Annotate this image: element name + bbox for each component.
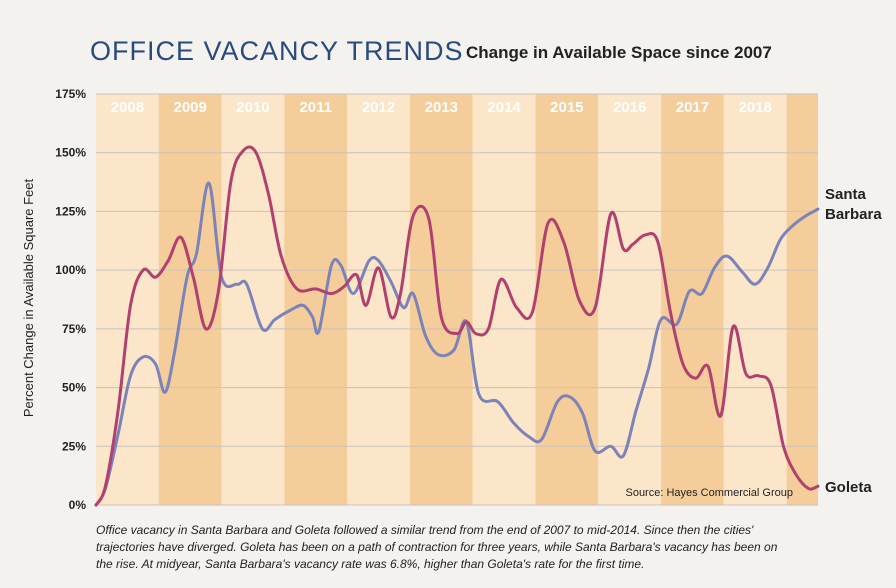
year-band — [535, 94, 599, 505]
year-label: 2015 — [550, 99, 583, 116]
chart-subtitle: Change in Available Space since 2007 — [466, 43, 772, 62]
year-bands — [96, 94, 818, 505]
year-label: 2010 — [236, 99, 269, 116]
year-label: 2011 — [299, 99, 332, 116]
year-band — [158, 94, 222, 505]
y-tick-label: 100% — [55, 263, 86, 277]
santa-barbara-line — [94, 181, 820, 507]
year-label: 2017 — [676, 99, 709, 116]
vacancy-line-chart: 0% 25% 50% 75% 100% 125% 150% 175% 2008 2009 2010… — [21, 87, 882, 512]
goleta-line — [94, 145, 820, 507]
goleta-label: Goleta — [825, 479, 872, 496]
year-band — [723, 94, 787, 505]
year-label: 2016 — [613, 99, 646, 116]
santa-barbara-label-line1: Santa — [825, 186, 867, 203]
y-tick-label: 125% — [55, 204, 86, 218]
y-tick-label: 150% — [55, 146, 86, 160]
series-labels: Santa Barbara Goleta — [825, 186, 882, 496]
year-band — [661, 94, 724, 505]
series-lines — [94, 145, 820, 507]
source-note: Source: Hayes Commercial Group — [625, 487, 793, 499]
y-tick-label: 50% — [62, 381, 86, 395]
y-tick-label: 25% — [62, 439, 86, 453]
year-labels: 2008 2009 2010 2011 2012 2013 2014 2015 2016 2017… — [111, 99, 772, 116]
year-label: 2018 — [739, 99, 772, 116]
y-tick-label: 0% — [69, 498, 87, 512]
y-tick-label: 175% — [55, 87, 86, 101]
year-band — [96, 94, 159, 505]
year-label: 2008 — [111, 99, 144, 116]
y-axis-ticks: 0% 25% 50% 75% 100% 125% 150% 175% — [55, 87, 86, 512]
y-tick-label: 75% — [62, 322, 86, 336]
year-label: 2014 — [487, 99, 521, 116]
year-label: 2013 — [425, 99, 458, 116]
year-band — [786, 94, 818, 505]
chart-title: OFFICE VACANCY TRENDS — [90, 36, 464, 66]
year-band — [284, 94, 348, 505]
year-label: 2009 — [173, 99, 206, 116]
gridlines — [96, 93, 818, 506]
year-label: 2012 — [362, 99, 395, 116]
santa-barbara-label-line2: Barbara — [825, 206, 882, 223]
year-band — [472, 94, 536, 505]
year-band — [598, 94, 662, 505]
caption: Office vacancy in Santa Barbara and Gole… — [96, 523, 778, 571]
y-axis-label: Percent Change in Available Square Feet — [21, 178, 36, 417]
year-band — [409, 94, 473, 505]
